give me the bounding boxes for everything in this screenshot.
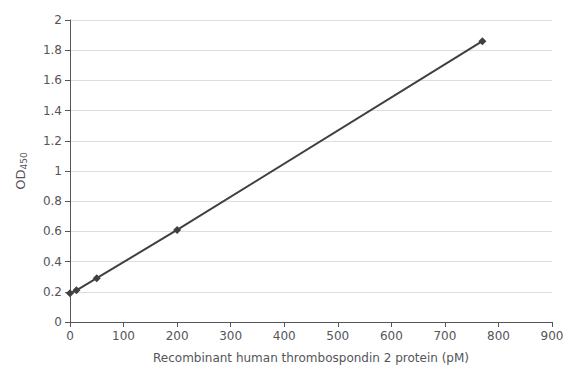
svg-text:500: 500 [326,329,349,343]
svg-text:0: 0 [66,329,74,343]
svg-text:600: 600 [380,329,403,343]
svg-text:100: 100 [112,329,135,343]
svg-text:1.8: 1.8 [43,43,62,57]
svg-text:OD: OD [13,169,28,189]
svg-text:700: 700 [433,329,456,343]
svg-text:800: 800 [487,329,510,343]
svg-text:300: 300 [219,329,242,343]
svg-text:1.2: 1.2 [43,134,62,148]
svg-text:1.4: 1.4 [43,104,62,118]
svg-text:0.6: 0.6 [43,224,62,238]
svg-text:0.4: 0.4 [43,255,62,269]
svg-text:0.8: 0.8 [43,194,62,208]
svg-text:1: 1 [54,164,62,178]
svg-text:Recombinant human thrombospond: Recombinant human thrombospondin 2 prote… [153,351,469,365]
svg-text:2: 2 [54,13,62,27]
svg-text:0: 0 [54,315,62,329]
svg-text:1.6: 1.6 [43,73,62,87]
svg-text:450: 450 [19,152,29,169]
svg-text:900: 900 [541,329,564,343]
svg-text:200: 200 [166,329,189,343]
svg-text:0.2: 0.2 [43,285,62,299]
svg-text:400: 400 [273,329,296,343]
